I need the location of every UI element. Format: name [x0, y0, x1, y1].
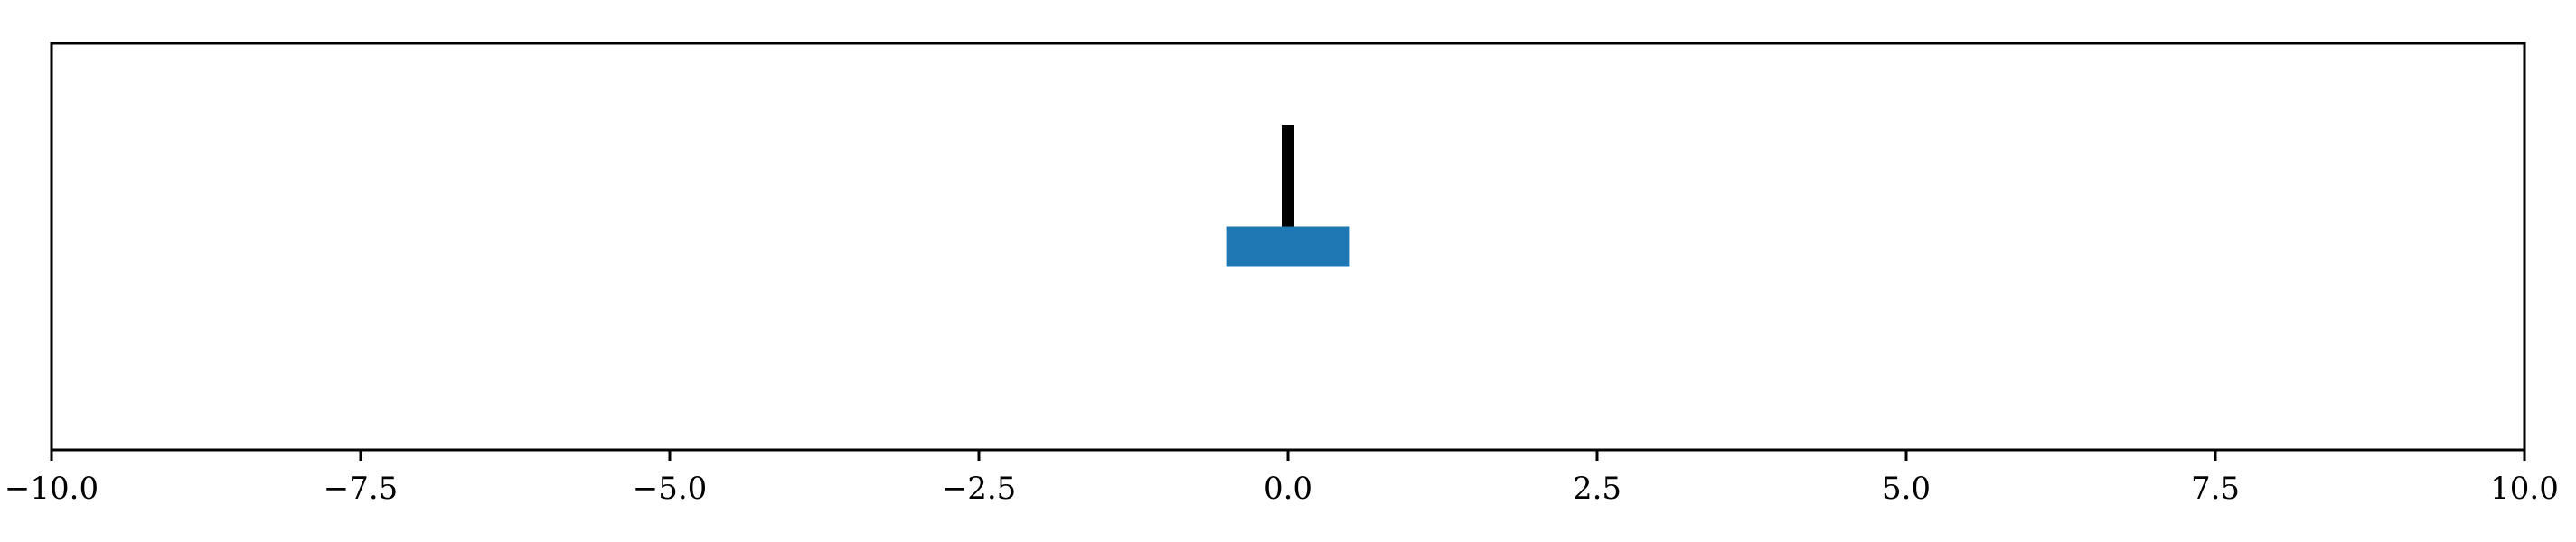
- x-tick-label: 7.5: [2191, 471, 2240, 507]
- x-axis: −10.0 −7.5 −5.0 −2.5 0.0 2.5 5.0 7.5 10.0: [5, 450, 2559, 507]
- x-tick-label: −2.5: [942, 471, 1017, 507]
- marker-line: [1282, 125, 1294, 227]
- x-tick-label: 5.0: [1882, 471, 1931, 507]
- x-tick-label: 10.0: [2490, 471, 2559, 507]
- x-tick-label: −5.0: [633, 471, 708, 507]
- x-tick-label: 2.5: [1573, 471, 1622, 507]
- plot-area: [1226, 125, 1350, 267]
- x-tick-label: 0.0: [1264, 471, 1312, 507]
- x-tick-label: −7.5: [324, 471, 399, 507]
- bar-0: [1226, 226, 1350, 267]
- axes-frame: [50, 42, 2526, 452]
- x-tick-label: −10.0: [5, 471, 99, 507]
